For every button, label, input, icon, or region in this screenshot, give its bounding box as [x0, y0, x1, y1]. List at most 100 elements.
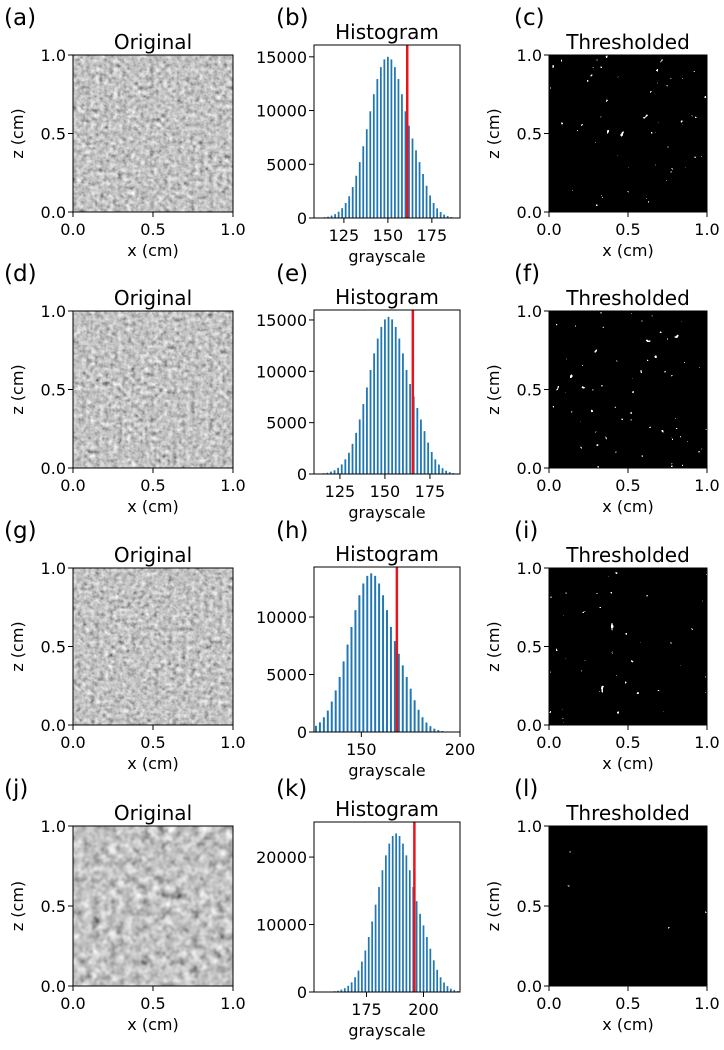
y-tick-label: 1.0: [517, 46, 542, 65]
image: [73, 826, 233, 986]
panel-title: Original: [114, 543, 192, 567]
x-tick-label: 125: [329, 226, 360, 245]
bar: [354, 977, 356, 992]
bar: [379, 67, 382, 218]
y-tick-label: 15000: [256, 48, 307, 67]
bar: [355, 432, 358, 474]
x-tick-label: 0.5: [140, 220, 165, 239]
bar: [436, 969, 439, 992]
y-axis-label: z (cm): [484, 881, 503, 931]
panel-label: (a): [4, 5, 36, 31]
bar: [361, 961, 363, 992]
bar: [418, 162, 421, 218]
bar: [397, 79, 400, 218]
bar: [366, 575, 369, 732]
bar: [404, 111, 407, 218]
bar: [366, 387, 368, 474]
x-tick-label: 1.0: [694, 733, 719, 752]
bar: [346, 644, 349, 732]
bar: [429, 726, 432, 732]
bar: [337, 990, 339, 992]
x-axis-label: x (cm): [127, 754, 178, 773]
x-tick-label: 0.5: [615, 476, 640, 495]
bar: [370, 573, 373, 732]
panel-title: Original: [114, 801, 192, 825]
y-tick-label: 0: [297, 983, 307, 1002]
bar: [420, 419, 422, 474]
bar: [390, 59, 393, 218]
bar: [358, 595, 361, 732]
bar: [348, 196, 351, 218]
x-tick-label: 125: [325, 482, 356, 501]
bar: [433, 728, 436, 732]
bar: [413, 700, 416, 732]
bar: [389, 626, 392, 732]
panel: (b) Histogram 125 150 175 0 5000 10000 15000 gray…: [256, 5, 461, 266]
bar: [351, 443, 354, 474]
bar: [385, 855, 387, 992]
y-axis-label: z (cm): [8, 364, 27, 414]
panel-label: (b): [276, 5, 309, 31]
axes-frame: [313, 309, 461, 475]
axes-frame: [313, 44, 461, 219]
x-tick-label: 150: [370, 482, 401, 501]
image: [549, 568, 707, 725]
x-tick-label: 1.0: [694, 994, 719, 1013]
y-tick-label: 20000: [256, 848, 307, 867]
panel: (d) Original 0.0 0.5 1.0 0.0 0.5 1.0 x (cm) z (cm…: [4, 261, 246, 516]
bar: [443, 214, 446, 218]
y-tick-label: 0.0: [517, 203, 542, 222]
bar: [402, 353, 404, 474]
bar: [350, 982, 353, 992]
bar: [350, 626, 353, 732]
x-tick-label: 1.0: [694, 220, 719, 239]
bar: [388, 843, 391, 992]
bar: [425, 722, 428, 732]
x-axis-label: grayscale: [348, 761, 425, 780]
x-tick-label: 0.5: [615, 733, 640, 752]
bar: [416, 408, 419, 474]
panel-title: Histogram: [335, 285, 439, 309]
bar: [394, 326, 397, 474]
bar: [408, 870, 411, 992]
y-tick-label: 0.5: [517, 638, 542, 657]
bar: [417, 709, 420, 732]
bar: [391, 319, 394, 474]
y-tick-label: 5000: [266, 666, 307, 685]
y-tick-label: 0.0: [41, 203, 66, 222]
bar: [344, 203, 347, 218]
bar: [348, 452, 350, 474]
x-tick-label: 150: [346, 740, 377, 759]
bar: [333, 470, 336, 474]
y-tick-label: 15000: [256, 311, 307, 330]
bar: [398, 338, 401, 474]
y-tick-label: 1.0: [41, 302, 66, 321]
bar: [341, 208, 344, 218]
image: [73, 311, 233, 468]
x-tick-label: 0.5: [140, 994, 165, 1013]
y-tick-label: 1.0: [41, 46, 66, 65]
bar: [362, 146, 365, 218]
bar: [327, 216, 329, 218]
y-tick-label: 1.0: [41, 817, 66, 836]
x-tick-label: 0.0: [60, 994, 85, 1013]
bar: [374, 575, 377, 732]
bar: [450, 988, 452, 992]
panel: (c) Thresholded 0.0 0.5 1.0 0.0 0.5 1.0 x (cm) z …: [484, 5, 720, 260]
bar: [453, 990, 456, 992]
bar: [408, 125, 410, 218]
bar: [393, 641, 396, 732]
bar: [342, 661, 345, 732]
bar: [358, 162, 361, 218]
y-axis-label: z (cm): [484, 621, 503, 671]
bar: [372, 94, 375, 218]
x-tick-label: 0.0: [536, 994, 561, 1013]
y-axis-label: z (cm): [8, 621, 27, 671]
bar: [394, 67, 396, 218]
x-tick-label: 0.0: [536, 733, 561, 752]
x-tick-label: 0.0: [536, 476, 561, 495]
bar: [330, 471, 332, 474]
panel-label: (d): [4, 261, 37, 287]
panel-label: (h): [276, 518, 309, 544]
bar: [446, 216, 449, 218]
